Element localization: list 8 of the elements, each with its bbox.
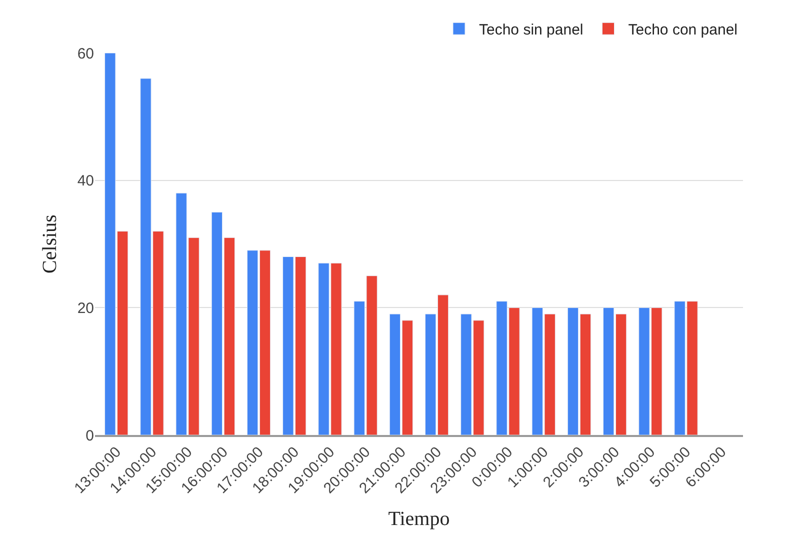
y-tick-label: 20 (77, 300, 94, 317)
y-tick-label: 40 (77, 172, 94, 190)
y-tick-label: 60 (77, 45, 94, 62)
x-axis-title: Tiempo (388, 508, 450, 530)
y-axis-title: Celsius (38, 214, 61, 274)
y-tick-label: 0 (86, 427, 94, 444)
legend-label: Techo con panel (628, 21, 738, 38)
legend-label: Techo sin panel (479, 21, 584, 38)
